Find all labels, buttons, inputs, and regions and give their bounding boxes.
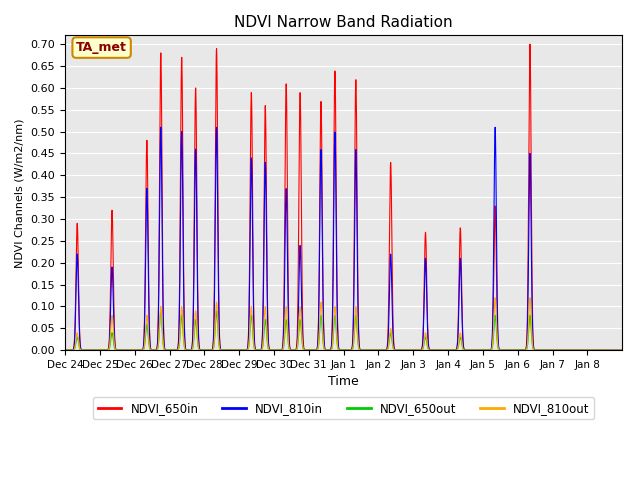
Text: TA_met: TA_met [76, 41, 127, 54]
Title: NDVI Narrow Band Radiation: NDVI Narrow Band Radiation [234, 15, 453, 30]
Legend: NDVI_650in, NDVI_810in, NDVI_650out, NDVI_810out: NDVI_650in, NDVI_810in, NDVI_650out, NDV… [93, 397, 595, 420]
Y-axis label: NDVI Channels (W/m2/nm): NDVI Channels (W/m2/nm) [15, 118, 25, 267]
X-axis label: Time: Time [328, 375, 359, 388]
